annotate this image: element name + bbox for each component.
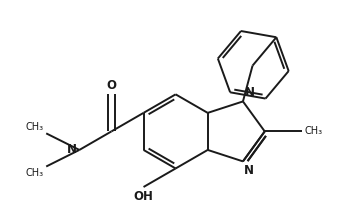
Text: O: O [106,79,117,92]
Text: N: N [244,164,254,177]
Text: N: N [67,143,77,157]
Text: N: N [245,86,255,99]
Text: OH: OH [134,190,153,203]
Text: CH₃: CH₃ [304,126,323,136]
Text: CH₃: CH₃ [25,122,44,132]
Text: CH₃: CH₃ [25,168,44,178]
